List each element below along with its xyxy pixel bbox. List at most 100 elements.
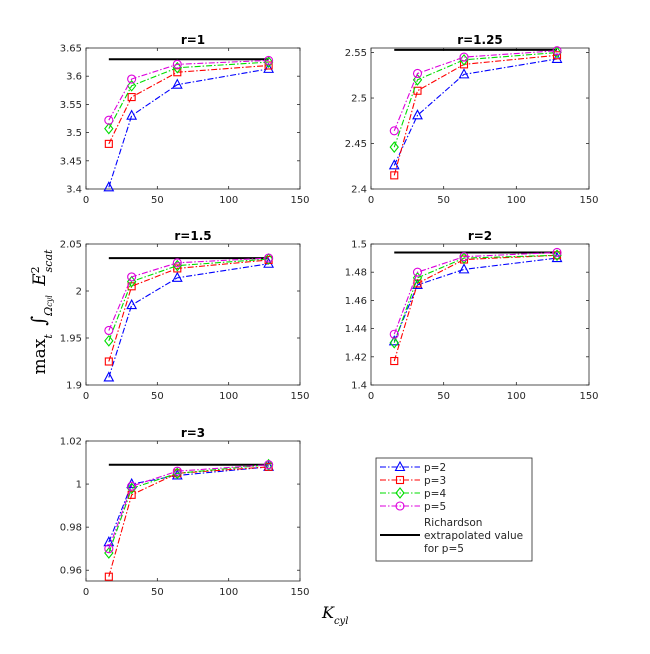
point-p=3 xyxy=(413,279,422,288)
point-p=2 xyxy=(171,78,183,89)
y-tick-label: 1.5 xyxy=(351,240,367,251)
point-p=4 xyxy=(172,61,183,74)
point-p=2 xyxy=(171,271,183,282)
point-p=5 xyxy=(412,68,423,79)
point-p=3 xyxy=(390,356,399,366)
y-tick-label: 3.65 xyxy=(60,44,82,55)
x-tick-label: 150 xyxy=(579,195,598,206)
series-line-p=5 xyxy=(108,257,269,331)
series-line-p=4 xyxy=(108,61,269,129)
panel-title: r=1.25 xyxy=(457,33,503,47)
legend-label-p=4: p=4 xyxy=(424,488,446,500)
panel-r=3: r=3 0 50 100 150 0.96 0.98 1 1.02 xyxy=(60,426,310,598)
point-p=4 xyxy=(412,73,423,86)
x-tick-label: 50 xyxy=(437,195,450,206)
y-tick-label: 1.42 xyxy=(345,352,367,363)
point-p=5 xyxy=(104,325,114,336)
panels-layer: r=10 50 100 1503.43.453.53.553.63.65r=1.250… xyxy=(60,33,599,598)
panel-title: r=2 xyxy=(468,229,492,243)
panel-r=1.25: r=1.25 0 50 100 150 2.4 2.45 2.5 2.55 xyxy=(345,33,599,206)
point-p=2 xyxy=(126,298,138,310)
y-tick-label: 3.55 xyxy=(60,100,82,111)
x-tick-label: 0 xyxy=(368,391,374,402)
x-tick-label: 150 xyxy=(290,391,309,402)
point-p=3 xyxy=(127,490,136,499)
panel-r=1: r=1 0 50 100 150 3.4 3.45 3.5 3.55 3.6 3.65 xyxy=(60,33,310,206)
point-p=4 xyxy=(172,259,183,272)
point-p=4 xyxy=(389,141,399,154)
y-tick-label: 1.48 xyxy=(345,268,367,279)
x-tick-label: 150 xyxy=(290,587,309,598)
point-p=5 xyxy=(389,329,399,339)
x-tick-label: 50 xyxy=(151,195,164,206)
point-p=5 xyxy=(412,267,423,277)
series-line-p=5 xyxy=(393,50,558,131)
point-p=4 xyxy=(263,56,274,68)
point-p=4 xyxy=(263,458,274,471)
y-tick-label: 3.45 xyxy=(60,156,82,167)
x-tick-label: 50 xyxy=(437,391,450,402)
y-tick-label: 2.45 xyxy=(345,139,367,150)
point-p=5 xyxy=(104,115,114,125)
series-line-p=2 xyxy=(108,263,269,378)
point-p=2 xyxy=(103,181,115,192)
point-p=4 xyxy=(263,253,274,265)
panel-r=1.5: r=1.5 0 50 100 150 1.9 1.95 2 2.05 xyxy=(60,229,310,402)
y-tick-label: 1.4 xyxy=(351,381,367,392)
x-tick-label: 100 xyxy=(507,195,526,206)
point-p=5 xyxy=(552,247,562,258)
point-p=5 xyxy=(172,466,182,476)
point-p=5 xyxy=(264,460,274,470)
point-p=2 xyxy=(103,536,115,547)
legend-label-richardson: Richardson xyxy=(424,517,482,529)
point-p=2 xyxy=(551,52,563,63)
y-tick-label: 1.95 xyxy=(60,334,82,345)
series-line-p=2 xyxy=(393,58,558,166)
x-tick-label: 50 xyxy=(151,587,164,598)
legend-label-p=3: p=3 xyxy=(424,475,446,487)
series-line-p=2 xyxy=(393,257,558,342)
x-tick-label: 150 xyxy=(579,391,598,402)
y-tick-label: 2.4 xyxy=(351,185,367,196)
point-p=4 xyxy=(552,249,562,262)
svg-text:maxt ∫Ωcyl E2scat: maxt ∫Ωcyl E2scat xyxy=(28,249,55,374)
y-tick-label: 3.5 xyxy=(66,128,82,139)
point-p=5 xyxy=(552,46,562,56)
point-p=5 xyxy=(264,253,274,263)
x-tick-label: 100 xyxy=(219,391,238,402)
point-p=4 xyxy=(552,46,562,59)
series-line-p=3 xyxy=(108,64,269,145)
x-tick-label: 0 xyxy=(83,587,89,598)
point-p=2 xyxy=(126,109,138,120)
legend-marker-p=4 xyxy=(395,487,405,499)
y-tick-label: 2.55 xyxy=(345,48,367,59)
series-line-p=2 xyxy=(108,466,269,543)
y-tick-label: 3.4 xyxy=(66,185,82,196)
y-tick-label: 1.44 xyxy=(345,324,367,335)
point-p=3 xyxy=(173,264,182,273)
point-p=3 xyxy=(127,93,136,102)
y-tick-label: 2.5 xyxy=(351,94,367,105)
point-p=2 xyxy=(458,263,470,274)
series-line-p=4 xyxy=(393,52,558,148)
series-line-p=4 xyxy=(108,258,269,342)
panel-title: r=3 xyxy=(181,426,205,440)
legend-label-richardson: extrapolated value xyxy=(424,530,523,542)
legend-label-p=5: p=5 xyxy=(424,501,446,513)
y-tick-label: 1.02 xyxy=(60,437,82,448)
x-tick-label: 0 xyxy=(83,391,89,402)
x-tick-label: 0 xyxy=(83,195,89,206)
axes-box xyxy=(370,47,590,190)
x-axis-label: Kcyl xyxy=(321,603,348,627)
x-tick-label: 0 xyxy=(368,195,374,206)
point-p=4 xyxy=(104,334,114,347)
point-p=3 xyxy=(104,139,113,148)
series-line-p=3 xyxy=(108,259,269,362)
point-p=4 xyxy=(126,79,137,92)
point-p=2 xyxy=(412,109,423,120)
series-line-p=2 xyxy=(108,68,269,188)
point-p=5 xyxy=(389,126,399,136)
point-p=2 xyxy=(388,159,400,170)
axes-box xyxy=(370,243,590,386)
